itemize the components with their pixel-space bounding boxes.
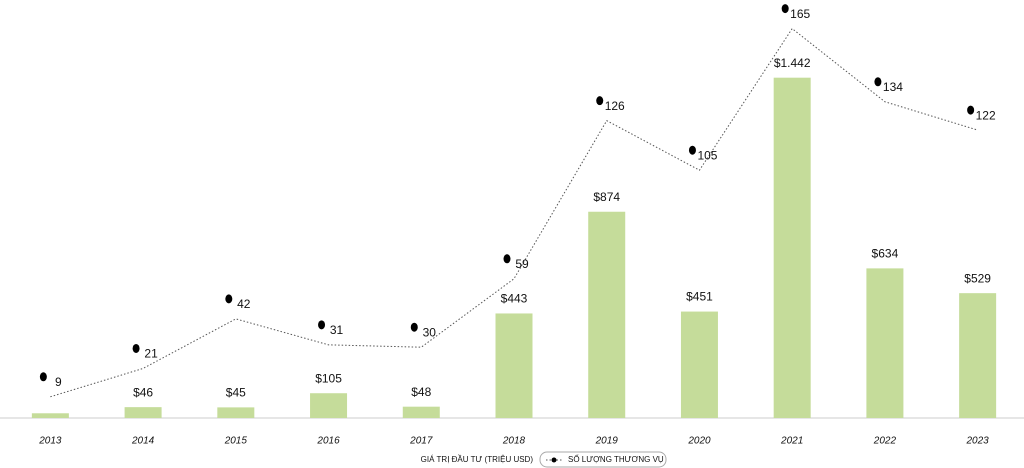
data-label: 59 [515,257,529,271]
x-tick-label: 2021 [780,436,803,447]
legend-label: GIÁ TRỊ ĐẦU TƯ (TRIỆU USD) [421,454,534,464]
bar [217,407,255,418]
bar [866,268,904,418]
bar [31,413,69,418]
data-label: $1.442 [774,56,811,70]
x-tick-label: 2017 [409,436,433,447]
marker [39,372,47,382]
data-label: 30 [423,325,437,339]
x-tick-label: 2015 [224,436,248,447]
data-label: $529 [964,271,991,285]
data-label: $46 [133,385,153,399]
data-label: $874 [593,190,620,204]
bar [124,407,162,418]
data-label: 21 [144,347,158,361]
marker [596,96,604,106]
data-label: 9 [55,375,62,389]
marker [503,254,511,264]
x-tick-label: 2023 [966,436,990,447]
legend-marker [551,457,557,463]
x-tick-label: 2020 [687,436,711,447]
marker [132,343,140,353]
data-label: $634 [872,247,899,261]
data-label: $451 [686,290,713,304]
marker [225,294,233,304]
bar [495,313,533,418]
bar [588,211,626,418]
bar [773,77,811,419]
data-label: 126 [605,99,625,113]
x-tick-label: 2019 [595,436,619,447]
legend-box [539,451,667,468]
data-label: 105 [697,148,717,162]
marker [688,145,696,155]
data-label: 165 [790,7,810,21]
data-label: $443 [501,292,528,306]
marker [781,4,789,14]
data-label: $105 [315,371,342,385]
data-label: $48 [411,385,431,399]
marker [318,320,326,330]
bar [680,311,718,418]
data-label: 134 [883,80,903,94]
data-label: $45 [226,386,246,400]
x-tick-label: 2014 [131,436,155,447]
legend-label: SỐ LƯỢNG THƯƠNG VỤ [568,454,664,464]
bar [959,293,997,418]
x-tick-label: 2022 [873,436,897,447]
marker [874,77,882,87]
bar [310,393,348,418]
data-label: 42 [237,297,251,311]
data-label: 122 [976,108,996,122]
data-label: 31 [330,323,344,337]
bar [402,406,440,418]
x-tick-label: 2013 [38,436,62,447]
marker [967,105,975,115]
x-tick-label: 2016 [316,436,340,447]
x-tick-label: 2018 [502,436,526,447]
marker [410,322,418,332]
